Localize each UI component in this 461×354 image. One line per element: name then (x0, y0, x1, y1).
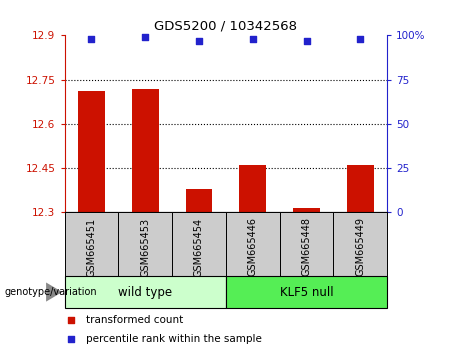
Bar (239, 165, 266, 212)
Title: GDS5200 / 10342568: GDS5200 / 10342568 (154, 20, 297, 33)
Text: transformed count: transformed count (86, 315, 183, 325)
Point (195, 38, 203, 44)
Text: KLF5 null: KLF5 null (280, 286, 333, 298)
Point (142, 34, 149, 40)
Text: GSM665453: GSM665453 (140, 217, 150, 276)
Bar (78, 91, 105, 212)
Bar (185, 189, 213, 212)
Bar (65, 212, 118, 276)
Point (303, 38, 310, 44)
Bar (226, 276, 387, 308)
Bar (293, 208, 320, 212)
Bar (132, 88, 159, 212)
Text: GSM665449: GSM665449 (355, 217, 366, 276)
Point (357, 36, 364, 42)
Text: wild type: wild type (118, 286, 172, 298)
Point (67, 317, 75, 323)
Text: GSM665451: GSM665451 (86, 217, 96, 276)
Bar (280, 212, 333, 276)
Text: GSM665448: GSM665448 (301, 217, 312, 276)
Point (249, 36, 256, 42)
Polygon shape (46, 282, 62, 302)
Bar (347, 165, 374, 212)
Bar (333, 212, 387, 276)
Bar (172, 212, 226, 276)
Point (67, 336, 75, 341)
Bar (118, 212, 172, 276)
Bar (65, 276, 226, 308)
Text: percentile rank within the sample: percentile rank within the sample (86, 333, 261, 344)
Text: GSM665454: GSM665454 (194, 217, 204, 276)
Point (88, 36, 95, 42)
Text: genotype/variation: genotype/variation (5, 287, 97, 297)
Text: GSM665446: GSM665446 (248, 217, 258, 276)
Bar (226, 212, 280, 276)
